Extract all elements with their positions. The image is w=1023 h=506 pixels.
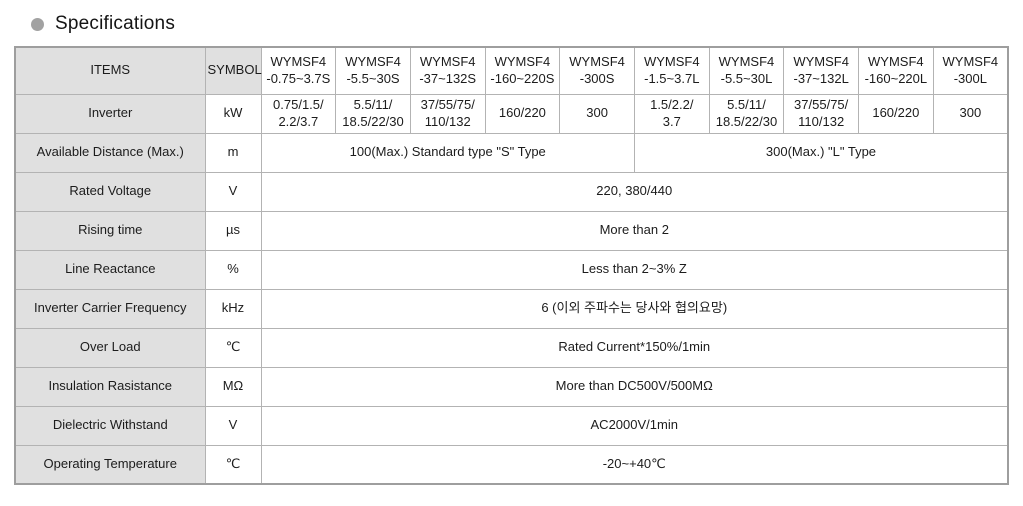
row-label: Operating Temperature — [14, 444, 206, 485]
row-symbol: m — [204, 132, 262, 173]
table-header-row: ITEMS SYMBOL WYMSF4 -0.75~3.7S WYMSF4 -5… — [14, 46, 1009, 95]
table-row-line-reactance: Line Reactance % Less than 2~3% Z — [14, 249, 1009, 290]
col-header-model-9: WYMSF4 -160~220L — [858, 46, 934, 95]
cell-value: 5.5/11/ 18.5/22/30 — [708, 93, 785, 134]
table-row-dielectric-withstand: Dielectric Withstand V AC2000V/1min — [14, 405, 1009, 446]
cell-value: 300 — [932, 93, 1009, 134]
col-header-model-2: WYMSF4 -5.5~30S — [335, 46, 411, 95]
cell-value: More than 2 — [260, 210, 1009, 251]
table-row-rated-voltage: Rated Voltage V 220, 380/440 — [14, 171, 1009, 212]
table-row-inverter: Inverter kW 0.75/1.5/ 2.2/3.7 5.5/11/ 18… — [14, 93, 1009, 134]
col-header-model-10: WYMSF4 -300L — [932, 46, 1009, 95]
col-header-model-4: WYMSF4 -160~220S — [484, 46, 561, 95]
cell-value: -20~+40℃ — [260, 444, 1009, 485]
cell-value-s-type: 100(Max.) Standard type "S" Type — [260, 132, 635, 173]
cell-value: 5.5/11/ 18.5/22/30 — [335, 93, 411, 134]
row-label: Rising time — [14, 210, 206, 251]
col-header-model-3: WYMSF4 -37~132S — [409, 46, 486, 95]
cell-value: 37/55/75/ 110/132 — [409, 93, 486, 134]
row-label: Inverter Carrier Frequency — [14, 288, 206, 329]
row-symbol: V — [204, 405, 262, 446]
table-row-available-distance: Available Distance (Max.) m 100(Max.) St… — [14, 132, 1009, 173]
table-row-insulation-resistance: Insulation Rasistance MΩ More than DC500… — [14, 366, 1009, 407]
row-label: Rated Voltage — [14, 171, 206, 212]
col-header-model-5: WYMSF4 -300S — [559, 46, 635, 95]
cell-value: AC2000V/1min — [260, 405, 1009, 446]
cell-value: 37/55/75/ 110/132 — [783, 93, 859, 134]
col-header-model-7: WYMSF4 -5.5~30L — [708, 46, 785, 95]
table-row-rising-time: Rising time µs More than 2 — [14, 210, 1009, 251]
col-header-symbol: SYMBOL — [204, 46, 262, 95]
row-symbol: % — [204, 249, 262, 290]
col-header-model-1: WYMSF4 -0.75~3.7S — [260, 46, 337, 95]
row-label: Dielectric Withstand — [14, 405, 206, 446]
cell-value: 300 — [559, 93, 635, 134]
section-title: Specifications — [0, 0, 1023, 46]
specifications-table: ITEMS SYMBOL WYMSF4 -0.75~3.7S WYMSF4 -5… — [14, 46, 1009, 485]
cell-value: Less than 2~3% Z — [260, 249, 1009, 290]
cell-value: 160/220 — [858, 93, 934, 134]
row-symbol: kHz — [204, 288, 262, 329]
row-label: Insulation Rasistance — [14, 366, 206, 407]
cell-value: More than DC500V/500MΩ — [260, 366, 1009, 407]
row-label: Over Load — [14, 327, 206, 368]
cell-value-l-type: 300(Max.) "L" Type — [633, 132, 1009, 173]
row-label: Line Reactance — [14, 249, 206, 290]
col-header-model-8: WYMSF4 -37~132L — [783, 46, 859, 95]
row-label: Inverter — [14, 93, 206, 134]
row-symbol: kW — [204, 93, 262, 134]
cell-value: 160/220 — [484, 93, 561, 134]
table-row-over-load: Over Load ℃ Rated Current*150%/1min — [14, 327, 1009, 368]
row-label: Available Distance (Max.) — [14, 132, 206, 173]
table-row-carrier-frequency: Inverter Carrier Frequency kHz 6 (이외 주파수… — [14, 288, 1009, 329]
col-header-model-6: WYMSF4 -1.5~3.7L — [633, 46, 710, 95]
cell-value: 0.75/1.5/ 2.2/3.7 — [260, 93, 337, 134]
bullet-icon — [31, 17, 44, 31]
row-symbol: V — [204, 171, 262, 212]
row-symbol: µs — [204, 210, 262, 251]
table-row-operating-temperature: Operating Temperature ℃ -20~+40℃ — [14, 444, 1009, 485]
cell-value: 1.5/2.2/ 3.7 — [633, 93, 710, 134]
cell-value: Rated Current*150%/1min — [260, 327, 1009, 368]
cell-value: 6 (이외 주파수는 당사와 협의요망) — [260, 288, 1009, 329]
row-symbol: ℃ — [204, 444, 262, 485]
cell-value: 220, 380/440 — [260, 171, 1009, 212]
page-title: Specifications — [55, 13, 176, 34]
col-header-items: ITEMS — [14, 46, 206, 95]
row-symbol: ℃ — [204, 327, 262, 368]
row-symbol: MΩ — [204, 366, 262, 407]
